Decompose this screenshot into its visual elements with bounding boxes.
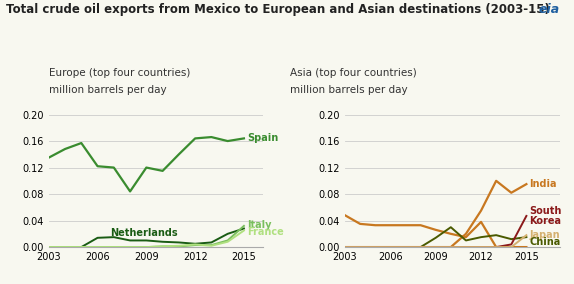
Text: Total crude oil exports from Mexico to European and Asian destinations (2003-15): Total crude oil exports from Mexico to E… [6,3,550,16]
Text: Europe (top four countries): Europe (top four countries) [49,68,190,78]
Text: Italy: Italy [247,220,272,229]
Text: Netherlands: Netherlands [111,228,178,238]
Text: France: France [247,227,284,237]
Text: Japan: Japan [529,230,560,240]
Text: India: India [529,179,557,189]
Text: eia: eia [538,3,560,16]
Text: million barrels per day: million barrels per day [49,85,166,95]
Text: Asia (top four countries): Asia (top four countries) [290,68,417,78]
Text: million barrels per day: million barrels per day [290,85,408,95]
Text: China: China [529,237,561,247]
Text: South
Korea: South Korea [529,206,562,226]
Text: Spain: Spain [247,133,278,143]
